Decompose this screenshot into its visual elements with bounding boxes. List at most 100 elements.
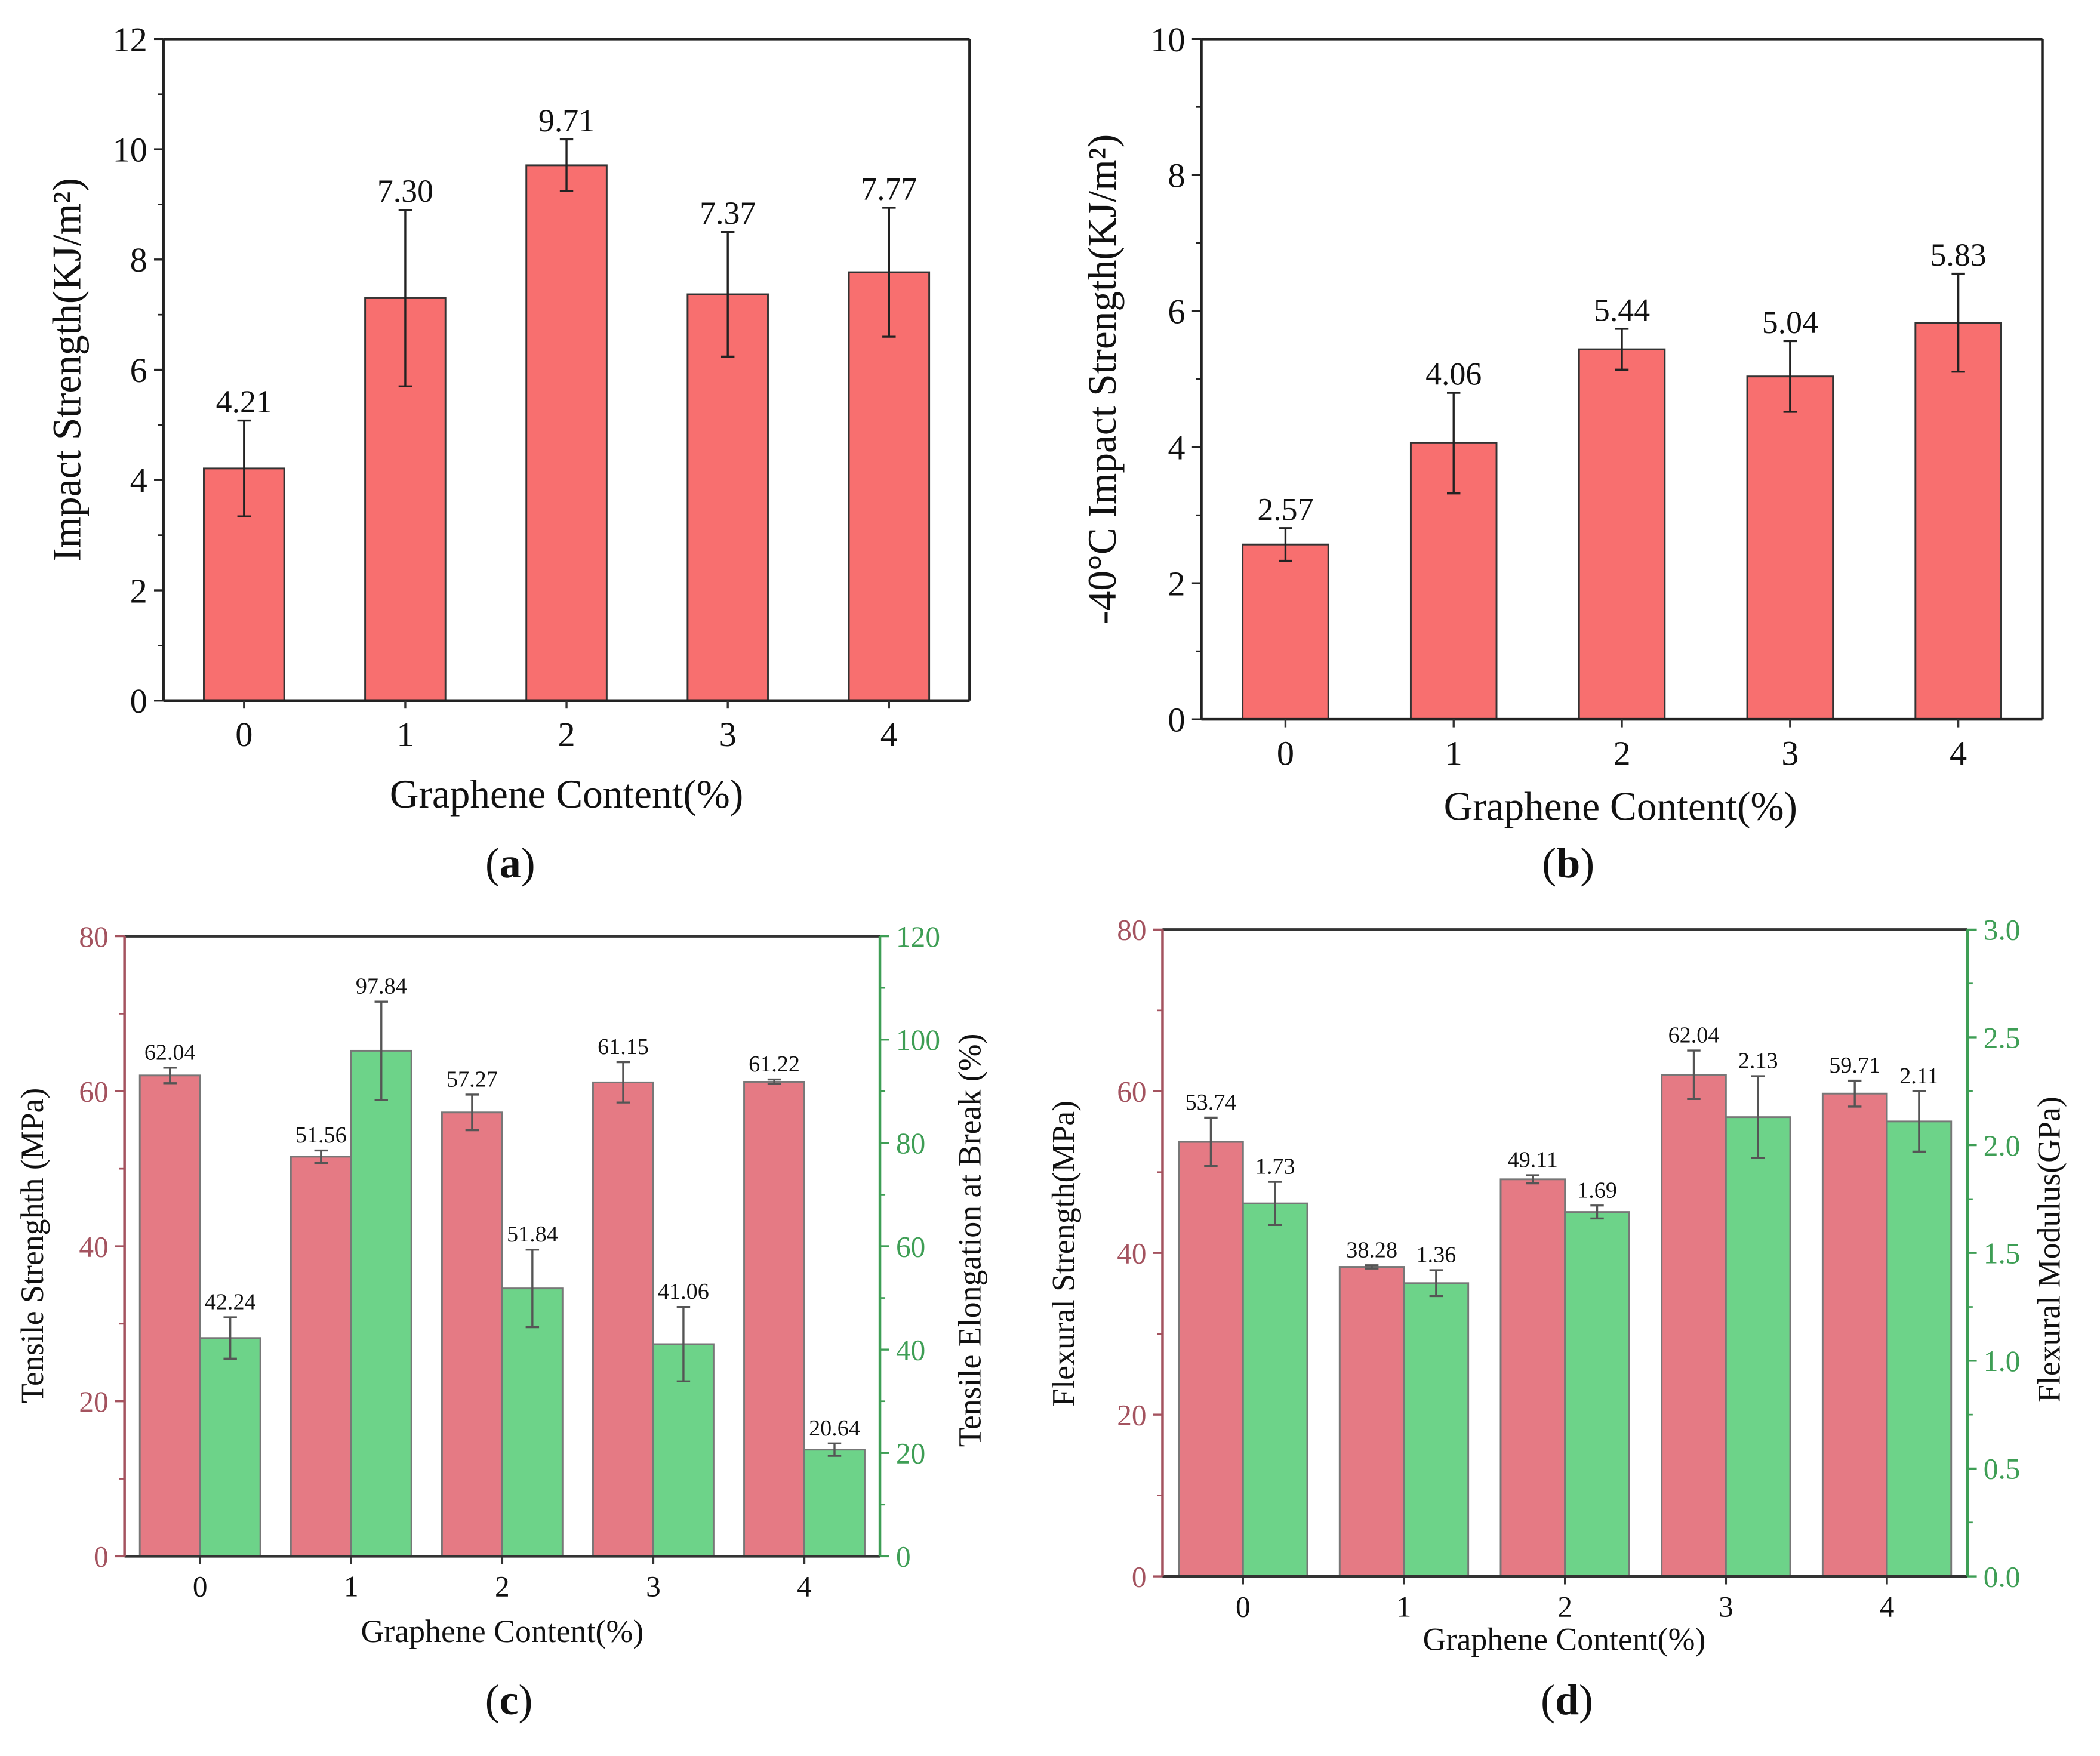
data-label: 59.71: [1829, 1053, 1880, 1078]
data-label: 57.27: [447, 1067, 498, 1092]
y-tick-label: 20: [79, 1385, 108, 1418]
caption-close: ): [521, 839, 535, 887]
y-tick-label: 4: [1168, 429, 1185, 467]
caption-letter: a: [500, 839, 521, 887]
x-axis-title: Graphene Content(%): [1444, 784, 1797, 828]
y-tick-label: 0: [1132, 1560, 1147, 1593]
data-label: 9.71: [538, 103, 595, 138]
caption-close: ): [519, 1676, 533, 1724]
y2-tick-label: 100: [896, 1024, 940, 1056]
x-tick-label: 0: [193, 1570, 208, 1603]
x-axis-title: Graphene Content(%): [1423, 1621, 1706, 1657]
y-tick-label: 8: [1168, 156, 1185, 195]
data-label: 1.69: [1577, 1178, 1617, 1203]
chart-panel-d: 53.74 38.28 49.11 62.04 59.71 1.73 1.36 1.69 2.1…: [1045, 914, 2067, 1724]
y-tick-label: 60: [79, 1076, 108, 1108]
caption-open: (: [1541, 1676, 1555, 1724]
panel-caption: (d): [1541, 1676, 1593, 1724]
y-tick-label: 0: [94, 1541, 109, 1573]
y-tick-label: 40: [79, 1230, 108, 1263]
y-tick-label: 80: [1117, 914, 1146, 947]
y2-tick-label: 20: [896, 1437, 925, 1470]
x-tick-label: 0: [1236, 1590, 1251, 1623]
caption-open: (: [1542, 839, 1556, 887]
data-label: 53.74: [1186, 1090, 1237, 1115]
x-tick-label: 1: [344, 1570, 359, 1603]
y-tick-label: 80: [79, 920, 108, 953]
chart-panel-c: 62.04 51.56 57.27 61.15 61.22 42.24 97.84 51.84…: [14, 920, 988, 1724]
bar-tensile-strength: [290, 1156, 352, 1557]
caption-letter: b: [1556, 839, 1580, 887]
x-tick-label: 1: [1397, 1590, 1412, 1623]
bar-tensile-elongation-at-break: [199, 1337, 261, 1557]
bar-flexural-strength: [1499, 1178, 1566, 1578]
data-label: 41.06: [658, 1279, 709, 1304]
y2-axis-title: Flexural Modulus(GPa): [2031, 1096, 2067, 1403]
caption-open: (: [485, 1676, 500, 1724]
y-tick-label: 6: [130, 351, 147, 390]
x-tick-label: 1: [396, 715, 414, 754]
y2-tick-label: 2.5: [1984, 1021, 2021, 1054]
data-label: 5.04: [1762, 304, 1818, 340]
x-tick-label: 2: [1613, 734, 1630, 772]
bar-tensile-elongation-at-break: [501, 1287, 564, 1557]
caption-letter: d: [1555, 1676, 1579, 1724]
y-tick-label: 0: [130, 682, 147, 720]
bar-flexural-strength: [1338, 1266, 1405, 1578]
y-axis-title: Flexural Strength(MPa): [1045, 1101, 1081, 1407]
y-axis-title: -40°C Impact Strength(KJ/m²): [1080, 134, 1125, 624]
y-tick-label: 40: [1117, 1237, 1146, 1270]
bar--40-c-impact-strength: [1578, 348, 1666, 720]
bar-flexural-modulus: [1725, 1116, 1791, 1578]
data-label: 5.44: [1594, 292, 1650, 328]
data-label: 2.13: [1738, 1049, 1778, 1074]
data-label: 51.84: [507, 1222, 558, 1247]
y2-tick-label: 60: [896, 1230, 925, 1263]
y2-tick-label: 2.0: [1984, 1129, 2021, 1162]
panel-caption: (c): [485, 1676, 533, 1724]
x-tick-label: 3: [1781, 734, 1799, 772]
x-axis-title: Graphene Content(%): [390, 772, 743, 817]
bar-tensile-strength: [592, 1081, 654, 1557]
y2-tick-label: 120: [896, 920, 940, 953]
y2-tick-label: 80: [896, 1127, 925, 1160]
y2-tick-label: 0.0: [1984, 1560, 2021, 1593]
y-tick-label: 8: [130, 241, 147, 279]
data-label: 2.57: [1257, 491, 1313, 527]
bar-flexural-modulus: [1403, 1282, 1470, 1578]
x-tick-label: 4: [880, 715, 898, 754]
y2-tick-label: 40: [896, 1333, 925, 1366]
bar--40-c-impact-strength: [1242, 543, 1329, 720]
x-tick-label: 1: [1445, 734, 1462, 772]
bar-tensile-strength: [743, 1080, 805, 1557]
x-tick-label: 4: [1950, 734, 1967, 772]
data-label: 1.36: [1416, 1243, 1456, 1268]
x-tick-label: 3: [1719, 1590, 1733, 1623]
data-label: 51.56: [295, 1123, 347, 1148]
bar-flexural-modulus: [1242, 1202, 1308, 1578]
data-label: 2.11: [1899, 1064, 1938, 1089]
data-label: 62.04: [1668, 1023, 1720, 1048]
caption-open: (: [485, 839, 500, 887]
x-tick-label: 2: [1557, 1590, 1572, 1623]
y2-tick-label: 1.0: [1984, 1345, 2021, 1378]
y-axis-title: Tensile Strenghth (MPa): [14, 1088, 50, 1403]
y2-tick-label: 0: [896, 1541, 911, 1573]
x-tick-label: 4: [797, 1570, 812, 1603]
x-tick-label: 3: [646, 1570, 661, 1603]
data-label: 62.04: [144, 1040, 196, 1065]
chart-panel-b: 2.57 4.06 5.44 5.04 5.83 0 2 4 6 8 10 0 1 2 3 4 Graphene…: [1080, 20, 2044, 887]
y-tick-label: 6: [1168, 292, 1185, 331]
caption-close: ): [1579, 1676, 1593, 1724]
y-tick-label: 10: [112, 131, 147, 170]
data-label: 5.83: [1930, 237, 1987, 273]
x-tick-label: 3: [719, 715, 737, 754]
bar-tensile-strength: [441, 1111, 503, 1557]
bar-flexural-strength: [1178, 1141, 1244, 1578]
bar-tensile-elongation-at-break: [803, 1449, 866, 1557]
data-label: 7.77: [861, 171, 917, 207]
x-tick-label: 4: [1880, 1590, 1895, 1623]
bar-impact-strength: [525, 164, 608, 702]
bar-flexural-strength: [1661, 1074, 1727, 1578]
